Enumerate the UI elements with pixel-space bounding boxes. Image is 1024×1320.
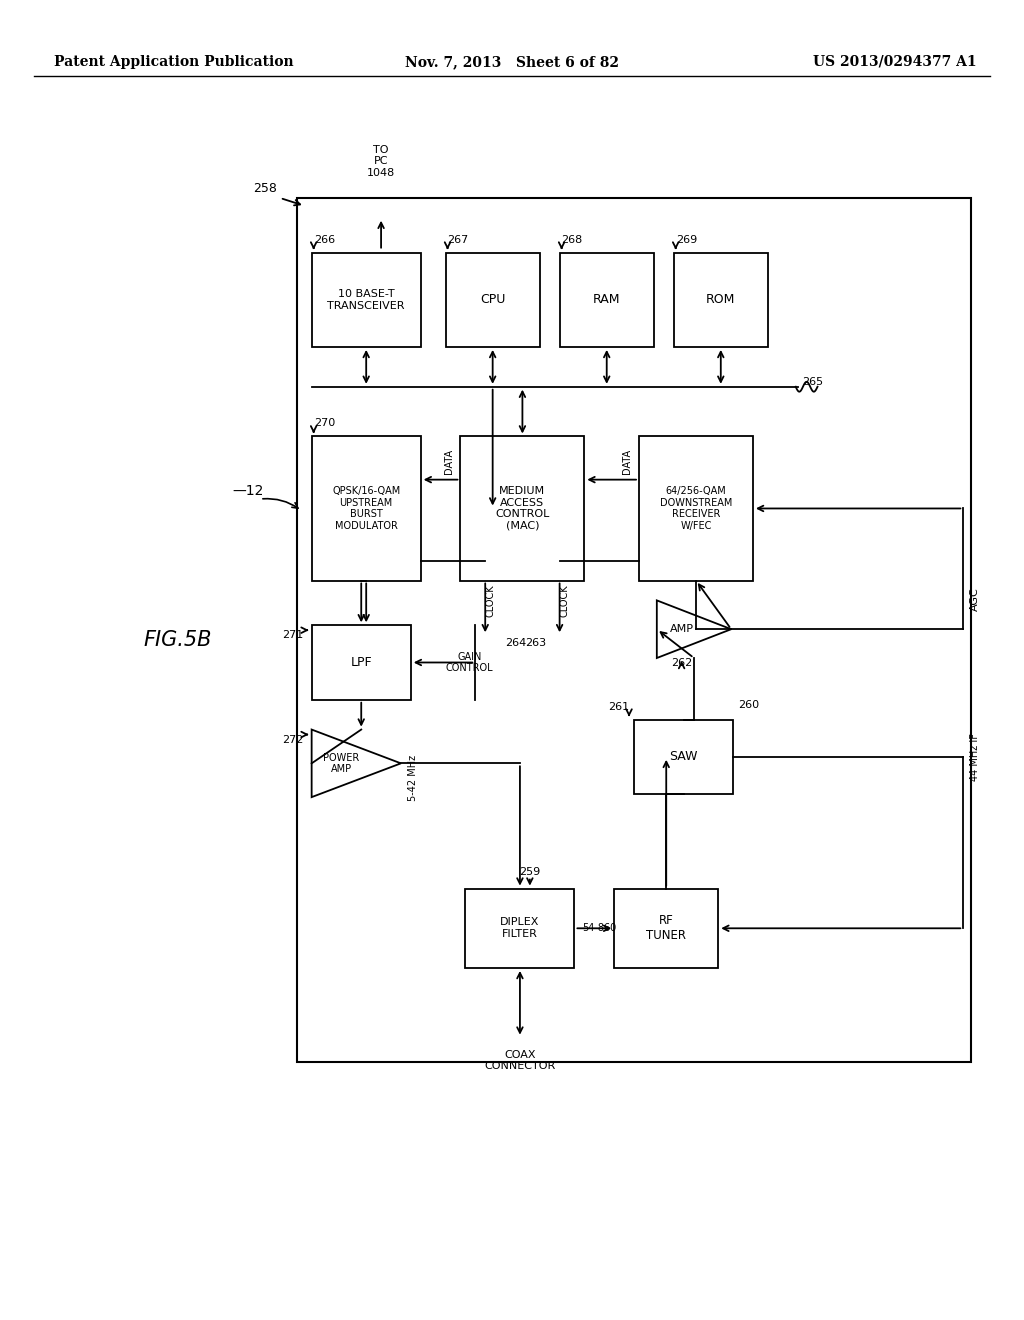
Text: RAM: RAM (593, 293, 621, 306)
Text: 268: 268 (561, 235, 583, 244)
Text: 258: 258 (253, 182, 276, 195)
Text: RF
TUNER: RF TUNER (646, 915, 686, 942)
Text: 260: 260 (738, 700, 759, 710)
Text: SAW: SAW (670, 750, 697, 763)
Bar (297, 198, 971, 1063)
Text: 264: 264 (505, 638, 526, 648)
Bar (559, 252, 654, 347)
Text: LPF: LPF (350, 656, 372, 669)
Text: 270: 270 (313, 418, 335, 429)
Text: 262: 262 (671, 657, 692, 668)
Text: 5-42 MHz: 5-42 MHz (408, 755, 418, 801)
Text: Nov. 7, 2013   Sheet 6 of 82: Nov. 7, 2013 Sheet 6 of 82 (406, 55, 618, 69)
Text: AGC: AGC (970, 587, 980, 611)
Text: 267: 267 (447, 235, 469, 244)
Bar (614, 888, 718, 968)
Bar (639, 437, 753, 581)
Bar (311, 252, 421, 347)
Text: DIPLEX
FILTER: DIPLEX FILTER (501, 917, 540, 939)
Text: Patent Application Publication: Patent Application Publication (53, 55, 294, 69)
Text: POWER
AMP: POWER AMP (324, 752, 359, 774)
Text: 261: 261 (608, 702, 629, 711)
Text: GAIN
CONTROL: GAIN CONTROL (445, 652, 494, 673)
Text: QPSK/16-QAM
UPSTREAM
BURST
MODULATOR: QPSK/16-QAM UPSTREAM BURST MODULATOR (332, 486, 400, 531)
Text: 54-860: 54-860 (583, 923, 616, 933)
Bar (311, 437, 421, 581)
Text: 265: 265 (803, 376, 823, 387)
Text: DATA: DATA (622, 449, 632, 474)
Text: 64/256-QAM
DOWNSTREAM
RECEIVER
W/FEC: 64/256-QAM DOWNSTREAM RECEIVER W/FEC (659, 486, 732, 531)
Text: 272: 272 (283, 734, 304, 744)
Text: CLOCK: CLOCK (485, 583, 496, 616)
Text: 259: 259 (519, 867, 541, 876)
Bar (674, 252, 768, 347)
Text: CPU: CPU (480, 293, 506, 306)
Text: 266: 266 (313, 235, 335, 244)
Bar (634, 719, 733, 795)
Text: FIG.5B: FIG.5B (143, 630, 212, 651)
Text: AMP: AMP (670, 624, 693, 634)
Text: 269: 269 (676, 235, 697, 244)
Text: DATA: DATA (443, 449, 454, 474)
Text: COAX
CONNECTOR: COAX CONNECTOR (484, 1049, 556, 1071)
Text: TO
PC
1048: TO PC 1048 (367, 145, 395, 178)
Bar (461, 437, 585, 581)
Text: ROM: ROM (707, 293, 735, 306)
Text: 44 MHz IF: 44 MHz IF (970, 733, 980, 781)
Bar (311, 626, 411, 700)
Text: 271: 271 (283, 630, 304, 640)
Bar (465, 888, 574, 968)
Text: US 2013/0294377 A1: US 2013/0294377 A1 (813, 55, 976, 69)
Text: 10 BASE-T
TRANSCEIVER: 10 BASE-T TRANSCEIVER (328, 289, 404, 310)
Bar (445, 252, 540, 347)
Text: 263: 263 (525, 638, 546, 648)
Text: CLOCK: CLOCK (559, 583, 569, 616)
Text: MEDIUM
ACCESS
CONTROL
(MAC): MEDIUM ACCESS CONTROL (MAC) (496, 486, 550, 531)
Text: —12: —12 (232, 484, 263, 498)
